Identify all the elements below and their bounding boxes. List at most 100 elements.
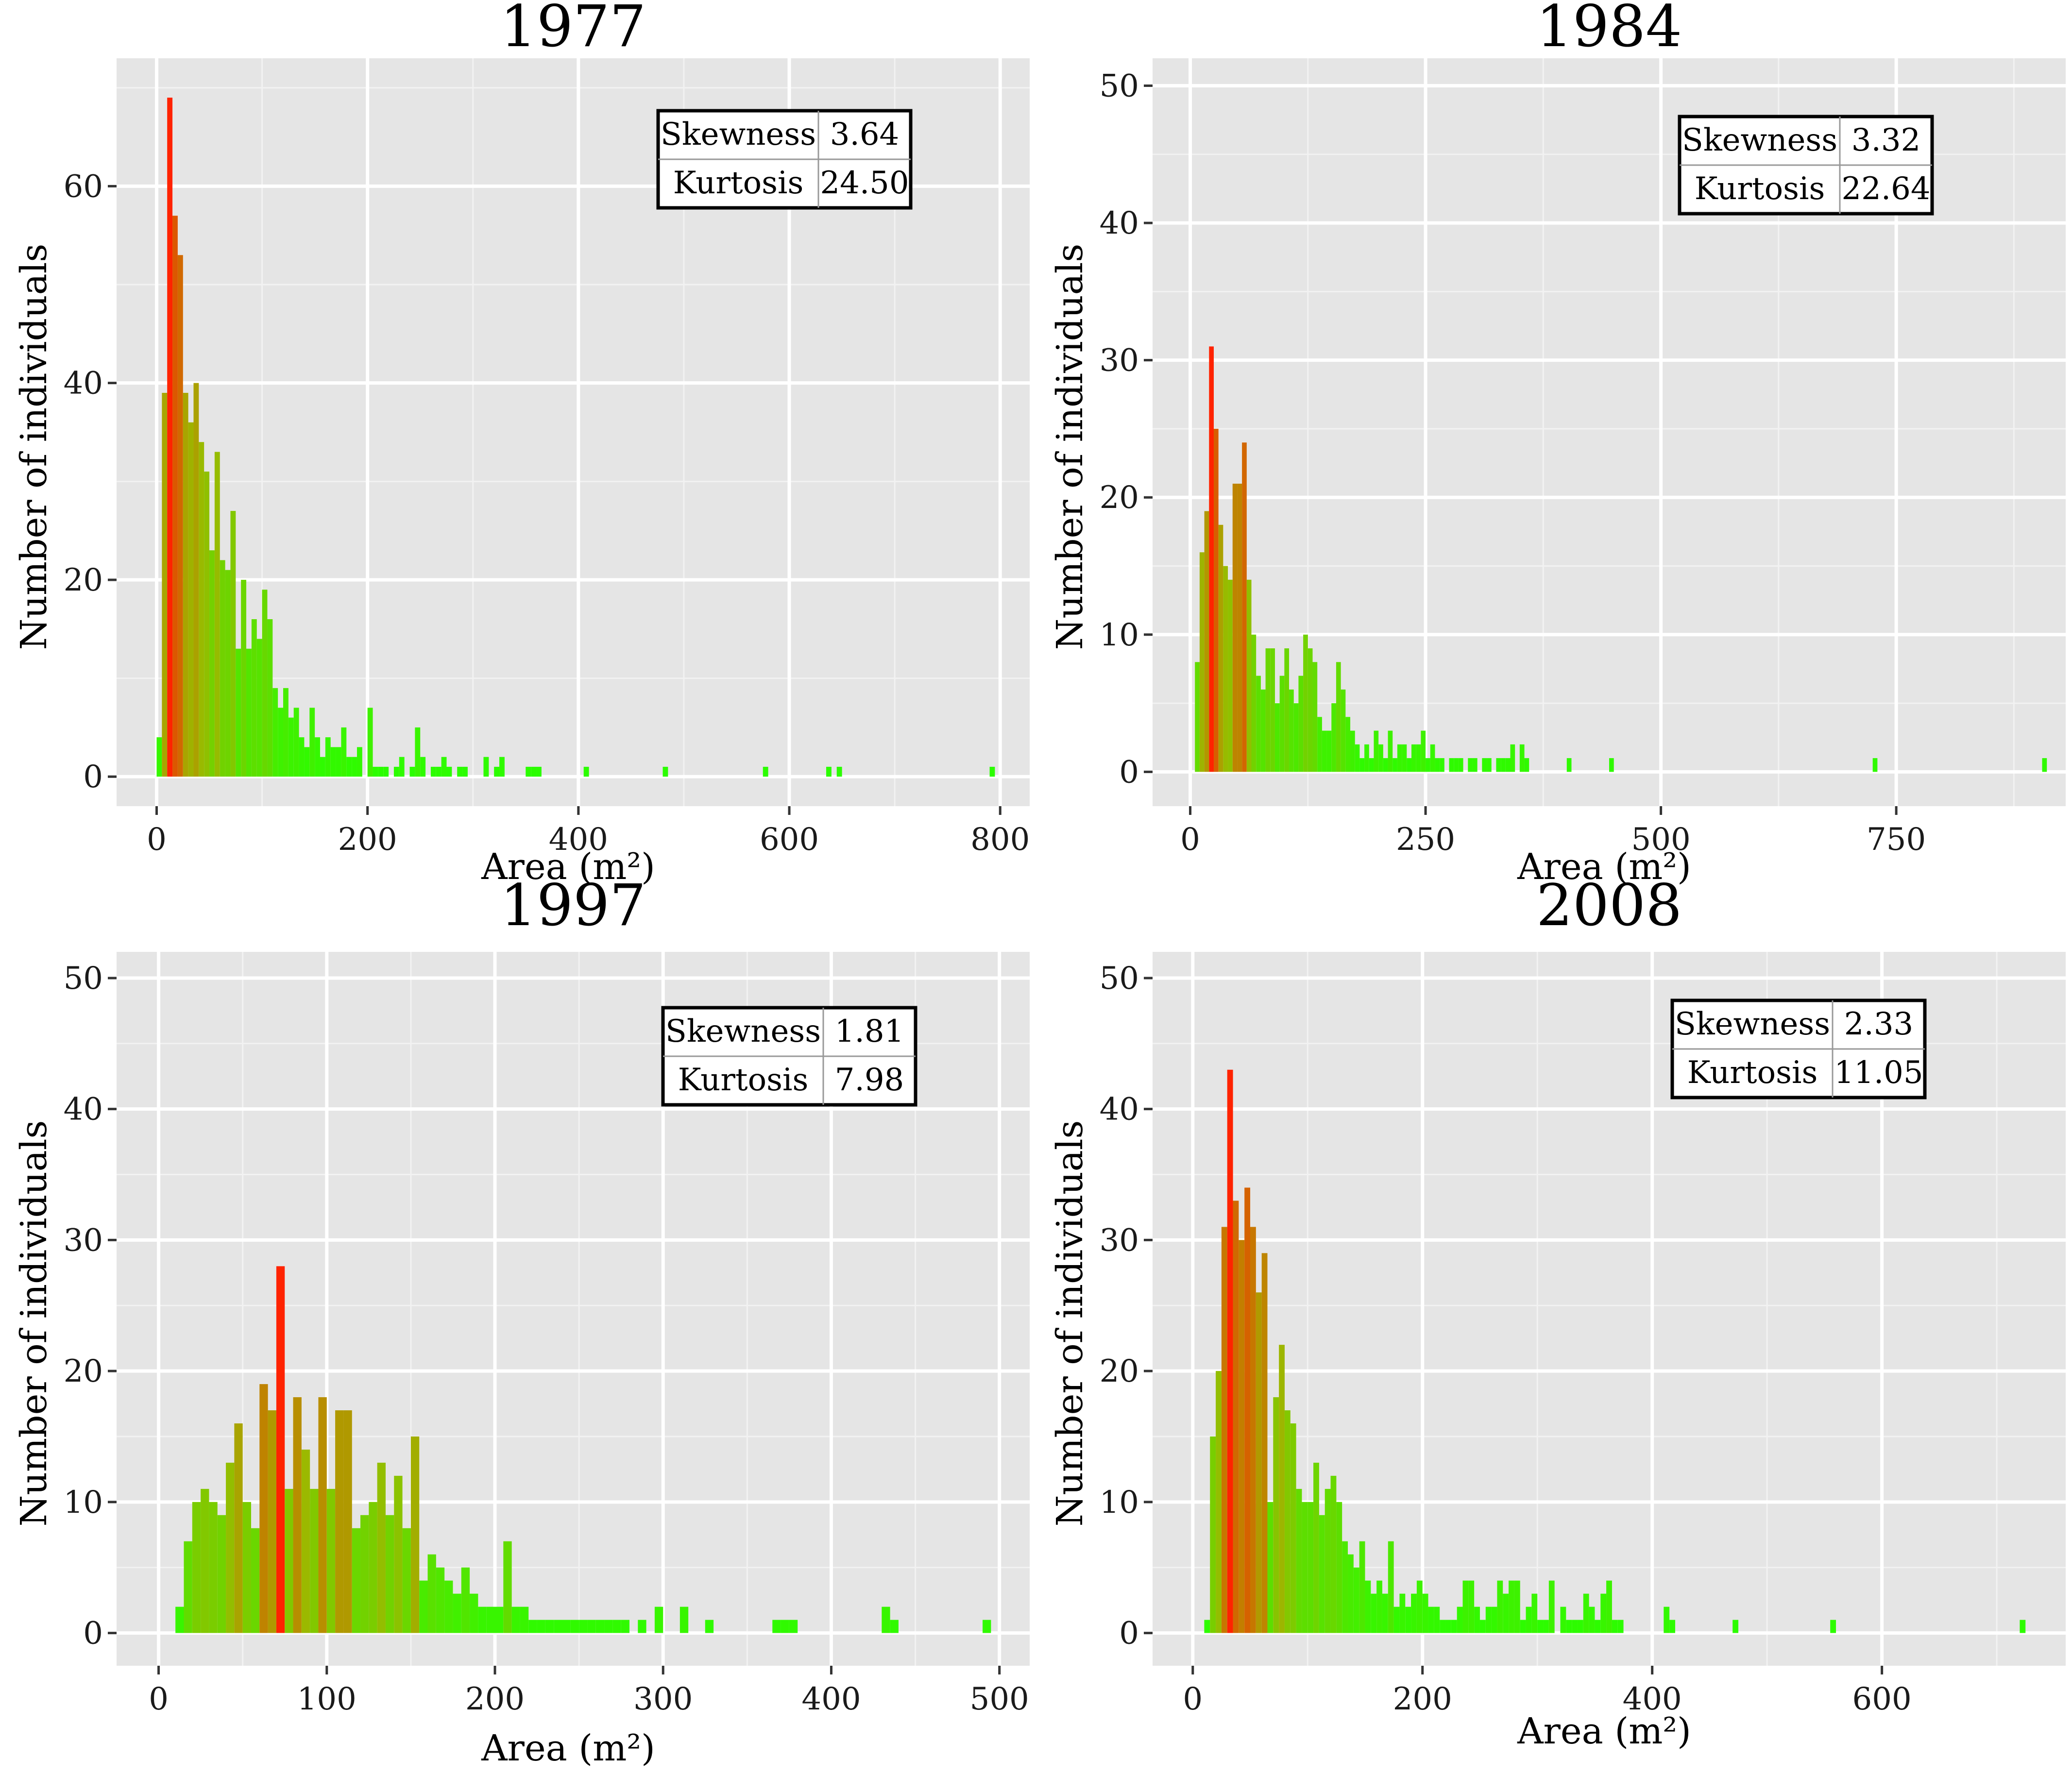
histogram-bar (188, 422, 194, 777)
histogram-bar (1250, 1227, 1256, 1633)
histogram-bar (1221, 1227, 1227, 1633)
histogram-bar (1393, 758, 1397, 772)
histogram-bar (570, 1620, 579, 1633)
histogram-bar (1445, 1620, 1451, 1633)
histogram-bar (989, 766, 995, 777)
histogram-bar (415, 727, 421, 777)
histogram-1977-svg: 1977 0 200 400 600 800 0 20 40 60 Area (m²) Number … (13, 0, 1030, 888)
histogram-bar (310, 1488, 319, 1633)
histogram-bar (1284, 648, 1290, 772)
skewness-value: 3.64 (830, 117, 900, 152)
histogram-bar (1421, 730, 1426, 772)
skewness-value: 1.81 (835, 1014, 904, 1049)
histogram-bar (1342, 1541, 1348, 1633)
histogram-bar (1209, 346, 1214, 772)
histogram-bar (612, 1620, 621, 1633)
histogram-bar (1345, 717, 1351, 772)
y-tick-label: 40 (1100, 205, 1139, 241)
histogram-bar (781, 1620, 789, 1633)
histogram-bar (272, 688, 278, 777)
histogram-bar (1261, 1253, 1268, 1633)
histogram-bar (427, 1554, 436, 1633)
histogram-bar (1336, 1502, 1342, 1633)
histogram-bar (383, 766, 389, 777)
y-tick-label: 0 (1119, 754, 1139, 790)
histogram-panel-1997: 1997 0 100 200 300 400 500 0 10 20 30 40 50 Area (m²)… (0, 872, 1036, 1775)
histogram-bar (486, 1606, 495, 1633)
histogram-2008-svg: 2008 0 200 400 600 0 10 20 30 40 50 Area (m²) Number… (1049, 872, 2066, 1752)
histogram-bar (494, 766, 500, 777)
histogram-bar (177, 255, 183, 777)
histogram-bar (470, 1593, 478, 1633)
histogram-bar (1462, 1580, 1469, 1633)
histogram-bar (293, 708, 299, 777)
histogram-bar (1256, 1292, 1262, 1633)
histogram-bar (511, 1606, 520, 1633)
histogram-bar (461, 1567, 470, 1633)
histogram-bar (1572, 1620, 1578, 1633)
histogram-bar (367, 708, 373, 777)
histogram-bar (1531, 1593, 1538, 1633)
histogram-bar (2042, 758, 2047, 772)
histogram-bar (1279, 1345, 1285, 1633)
histogram-bar (1302, 1502, 1308, 1633)
histogram-bar (662, 766, 668, 777)
histogram-bar (315, 737, 320, 777)
histogram-bar (1458, 758, 1463, 772)
skewness-label: Skewness (1682, 122, 1837, 158)
y-tick-label: 0 (83, 1616, 103, 1652)
histogram-bar (545, 1620, 554, 1633)
histogram-bar (1487, 758, 1492, 772)
y-tick-label: 10 (1100, 617, 1139, 653)
histogram-bar (1416, 1580, 1423, 1633)
histogram-1984-svg: 1984 0 250 500 750 0 10 20 30 40 50 Area (m²) Number… (1049, 0, 2066, 888)
x-tick-label: 400 (1623, 1681, 1682, 1717)
histogram-bar (385, 1515, 394, 1633)
histogram-bar (309, 708, 315, 777)
histogram-bar (251, 1528, 260, 1633)
histogram-bar (1246, 579, 1252, 772)
histogram-bar (209, 550, 215, 777)
histogram-bar (1242, 442, 1247, 772)
histogram-bar (1204, 1620, 1210, 1633)
histogram-bar (1355, 744, 1360, 772)
histogram-bar (562, 1620, 571, 1633)
histogram-bar (156, 737, 162, 777)
histogram-bar (1336, 662, 1341, 772)
x-tick-label: 750 (1867, 822, 1926, 858)
histogram-bar (1566, 758, 1572, 772)
histogram-bar (410, 1436, 420, 1633)
histogram-bar (1382, 1593, 1388, 1633)
histogram-bar (377, 1462, 386, 1633)
histogram-bar (1365, 1580, 1371, 1633)
histogram-bar (409, 766, 415, 777)
histogram-bar (983, 1620, 991, 1633)
histogram-bar (184, 1541, 192, 1633)
x-axis-title: Area (m²) (481, 1727, 655, 1769)
histogram-bar (536, 766, 542, 777)
y-tick-label: 20 (64, 1353, 103, 1389)
histogram-bar (1454, 758, 1459, 772)
histogram-bar (256, 639, 262, 777)
histogram-bar (236, 648, 241, 777)
histogram-bar (288, 717, 294, 777)
histogram-bar (214, 452, 220, 777)
histogram-bar (1606, 1580, 1612, 1633)
histogram-bar (457, 766, 463, 777)
histogram-bar (1244, 1187, 1251, 1633)
histogram-bar (394, 1475, 403, 1633)
histogram-bar (1497, 1580, 1503, 1633)
histogram-bar (1577, 1620, 1583, 1633)
histogram-bar (326, 1488, 336, 1633)
histogram-bar (1479, 1620, 1486, 1633)
histogram-bar (230, 511, 236, 777)
kurtosis-value: 22.64 (1841, 171, 1930, 207)
histogram-bar (1348, 1554, 1354, 1633)
histogram-bar (1279, 676, 1285, 772)
histogram-bar (1376, 1580, 1382, 1633)
stats-table: Skewness 2.33 Kurtosis 11.05 (1670, 998, 1927, 1099)
histogram-bar (1503, 1593, 1509, 1633)
histogram-bar (1290, 1423, 1296, 1633)
histogram-bar (1199, 552, 1205, 772)
histogram-bar (1402, 744, 1407, 772)
